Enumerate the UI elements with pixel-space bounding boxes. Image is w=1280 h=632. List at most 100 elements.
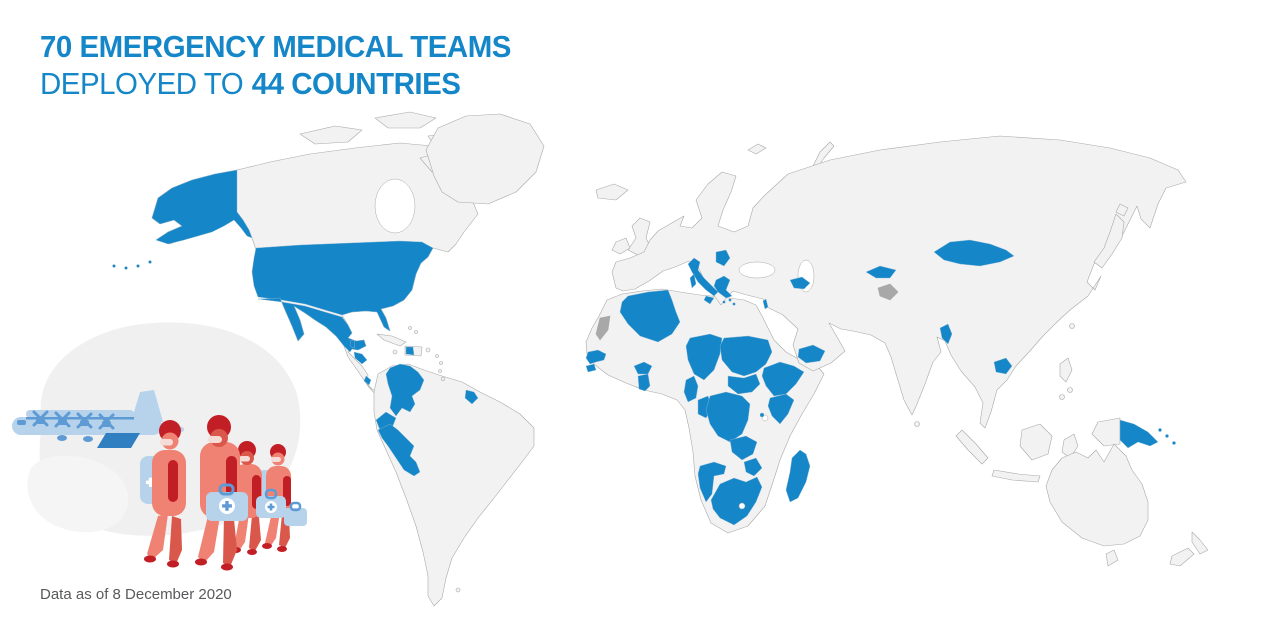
java [991,469,1041,483]
medic-leg [147,514,168,560]
territory-western-sahara [595,315,611,341]
arctic-island [374,111,437,129]
country-cameroon [683,375,699,403]
japan [1093,213,1125,269]
country-peru [377,423,421,477]
medic-shoe [262,543,272,549]
medic-shoe [247,549,257,555]
plane-cargo-ramp [97,433,140,448]
plane-wheel [57,435,67,441]
country-chad [685,333,723,381]
territory-french-guiana [464,389,479,405]
country-greece [713,275,736,306]
plane-propellers [32,410,115,430]
country-solomon-islands [1158,428,1176,445]
cuba [376,333,407,347]
bahamas [414,330,418,334]
country-dr-congo [705,391,751,443]
medical-case-handle [289,501,302,512]
medic-leg [223,517,237,567]
country-italy [687,257,719,305]
country-ethiopia [761,361,805,397]
medical-team-figures-icon [140,415,307,571]
country-papua-new-guinea [1119,419,1159,449]
country-zimbabwe [743,457,763,477]
country-belize [349,339,356,349]
plane-wing-edge [26,417,134,420]
puerto-rico [425,347,431,353]
svalbard [747,143,767,155]
cargo-plane-icon [12,390,184,448]
country-colombia [385,363,425,417]
taiwan [1069,323,1075,329]
new-zealand-north [1191,531,1209,555]
medic-shoe [144,555,156,563]
jamaica [392,349,398,355]
borneo [1019,423,1053,461]
country-azerbaijan [789,276,811,290]
country-algeria [619,289,681,343]
country-costa-rica [363,375,372,386]
medic-mask [208,436,222,443]
medic-arm [168,460,178,502]
medic-figure-2 [195,415,248,571]
antilles-island [438,369,442,373]
medic-shoe [167,560,179,568]
country-guinea-bissau [585,363,597,373]
south-america-landmass [373,363,535,607]
medic-figure-1 [140,420,186,568]
antilles-island [435,354,439,358]
tasmania [1105,549,1119,567]
medic-leg [249,515,261,551]
medic-shoe [277,546,287,552]
country-lebanon [762,298,769,310]
title-line1: 70 EMERGENCY MEDICAL TEAMS [40,29,511,64]
iceland [595,183,629,201]
medic-mask [160,439,173,446]
medic-mask [271,457,281,462]
medical-cross-icon [267,503,275,511]
backpack-cross-icon [146,477,155,487]
country-rwanda [759,412,765,418]
hokkaido [1115,203,1129,217]
country-mexico [257,297,367,353]
country-sudan [719,335,773,377]
country-mongolia [933,239,1015,267]
australia [1045,443,1149,547]
arctic-island [299,125,363,145]
country-senegal [585,349,607,365]
country-alaska-usa [151,169,253,245]
sulawesi [1061,433,1079,459]
country-haiti [405,346,415,356]
country-namibia [697,461,727,503]
country-kyrgyzstan [865,265,897,279]
title-line2-regular: DEPLOYED TO [40,66,244,101]
philippines [1059,357,1073,383]
medic-mask [239,456,250,462]
title-line2: DEPLOYED TO 44 COUNTRIES [40,65,511,102]
medic-leg [198,516,220,563]
medical-case-handle [264,488,278,500]
background-blob-small [27,456,129,533]
black-sea [738,261,776,279]
country-yemen [797,344,826,364]
philippine-island [1067,387,1073,393]
plane-wheel [83,436,93,442]
eurasia-landmass [611,135,1187,429]
medic-shoe [195,558,207,566]
title-line2-bold: 44 COUNTRIES [251,66,461,101]
medical-case-handle [218,483,235,496]
plane-cockpit-window [17,420,26,425]
medic-shoe [221,563,233,571]
data-date-footnote: Data as of 8 December 2020 [40,586,232,603]
country-zambia [729,435,758,461]
medic-leg [234,514,249,551]
hudson-bay [374,178,416,234]
plane-tail-fin [131,390,163,422]
new-zealand-south [1169,547,1195,567]
country-ghana [637,373,651,392]
greenland [425,113,545,205]
country-honduras [353,351,368,365]
